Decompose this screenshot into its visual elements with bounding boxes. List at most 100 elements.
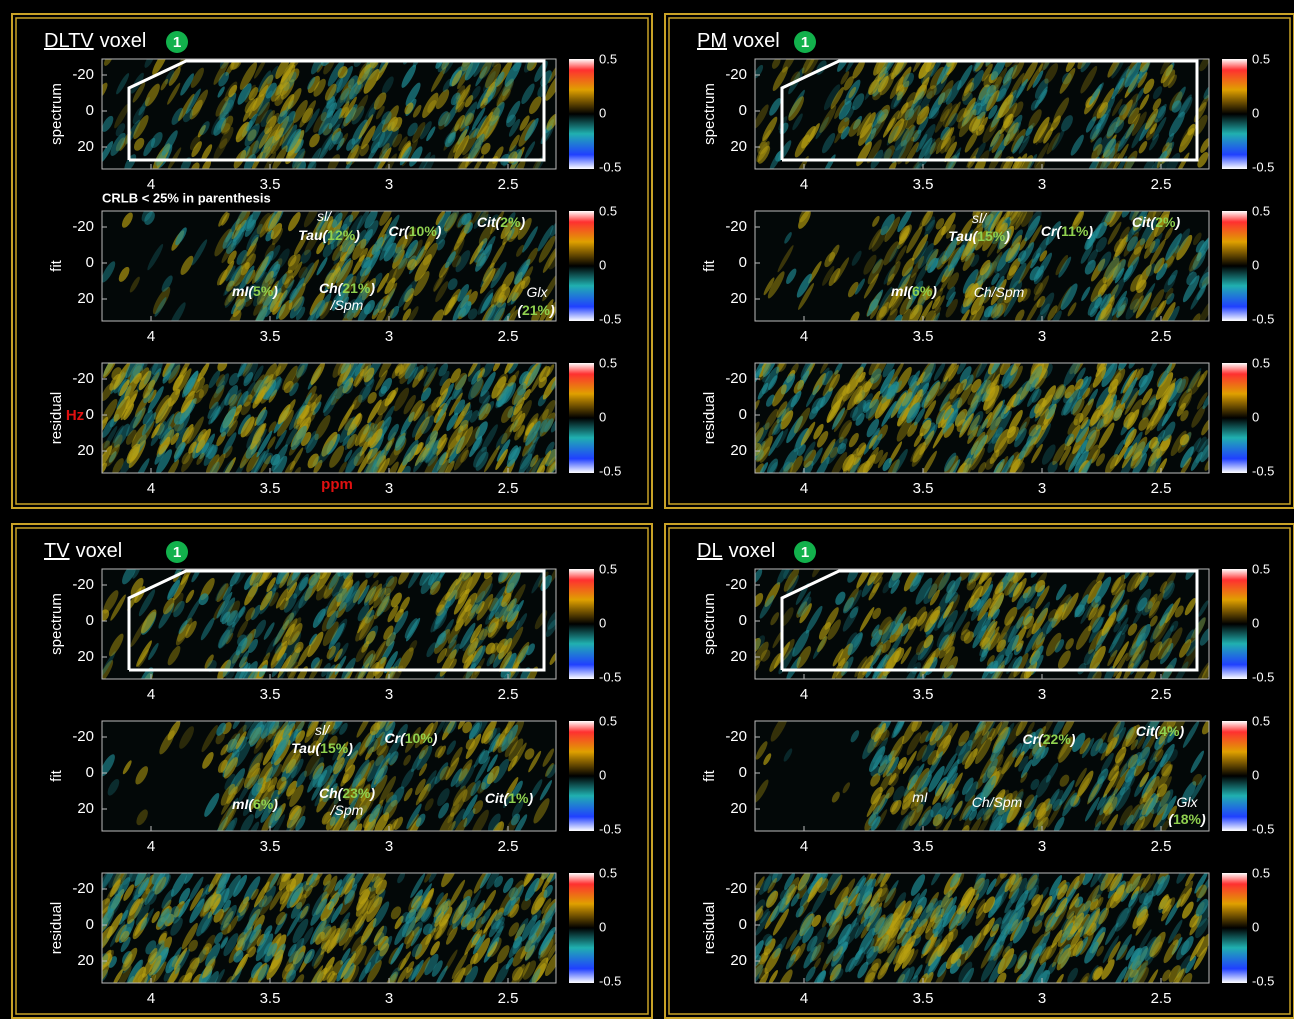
streak <box>866 418 880 438</box>
streak <box>430 580 441 595</box>
streak <box>131 423 147 448</box>
streak <box>523 388 531 401</box>
streak <box>413 448 428 473</box>
streak <box>388 971 398 983</box>
annotation-part: ) <box>271 796 278 812</box>
streak <box>1200 443 1209 463</box>
streak <box>307 160 317 169</box>
streak <box>141 412 157 436</box>
streak <box>381 288 396 312</box>
streak <box>1031 631 1044 651</box>
streak <box>1114 670 1122 679</box>
streak <box>385 791 394 803</box>
streak <box>1026 424 1042 448</box>
colorbar-label: 0 <box>1252 105 1259 120</box>
streak <box>274 127 284 141</box>
streak <box>235 731 247 750</box>
streak <box>102 651 116 678</box>
streak <box>270 263 281 278</box>
streak <box>119 379 130 397</box>
streak <box>935 250 948 268</box>
streak <box>361 654 376 679</box>
streak <box>268 421 277 433</box>
streak <box>1129 289 1144 310</box>
streak <box>1179 639 1192 658</box>
y-tick-label: 20 <box>730 290 747 307</box>
streak <box>395 429 407 447</box>
annotation-part: ) <box>548 302 555 318</box>
streak <box>265 636 278 657</box>
streak <box>970 395 980 409</box>
streak <box>760 649 771 662</box>
streak <box>1155 372 1174 400</box>
streak <box>1110 576 1122 593</box>
streak <box>436 433 447 449</box>
streak <box>250 234 259 247</box>
streak <box>900 809 915 831</box>
streak <box>242 97 258 122</box>
streak <box>393 387 410 412</box>
streak <box>359 734 373 757</box>
streak <box>1198 600 1209 617</box>
streak <box>888 441 903 464</box>
streak <box>496 945 510 964</box>
streak <box>1113 238 1124 253</box>
streak <box>924 138 936 157</box>
streak <box>815 116 830 140</box>
streak <box>1009 211 1024 230</box>
streak <box>332 290 346 311</box>
panel-border <box>664 523 1294 1019</box>
streak <box>983 808 992 821</box>
streak <box>444 460 455 473</box>
streak <box>1008 582 1020 598</box>
streak <box>406 961 415 973</box>
streak <box>1007 616 1024 643</box>
streak <box>455 84 471 110</box>
streak <box>528 750 542 773</box>
x-unit: ppm <box>321 476 353 493</box>
streak <box>162 363 178 382</box>
streak <box>292 945 306 965</box>
streak <box>943 363 960 383</box>
streak <box>885 308 898 321</box>
streak <box>257 777 274 803</box>
fit-region <box>127 59 546 162</box>
streak <box>975 898 986 915</box>
streak <box>217 629 230 649</box>
streak <box>896 80 910 101</box>
streak <box>249 374 265 400</box>
streak <box>376 308 387 321</box>
streak <box>480 97 489 109</box>
streak <box>910 255 925 278</box>
streak <box>435 892 444 905</box>
streak <box>333 757 345 775</box>
streak <box>248 752 262 773</box>
streak <box>442 59 457 75</box>
streak <box>212 888 230 916</box>
streak <box>383 282 398 307</box>
streak <box>133 137 145 151</box>
streak <box>459 622 476 650</box>
streak <box>1075 419 1091 443</box>
streak <box>1003 790 1018 813</box>
streak <box>208 384 225 410</box>
streak <box>446 820 456 831</box>
streak <box>1023 615 1035 630</box>
streak <box>364 450 382 473</box>
streak <box>496 638 508 654</box>
streak <box>420 387 432 402</box>
streak <box>125 429 137 445</box>
streak <box>202 943 212 955</box>
colorbar-label: 0 <box>599 767 606 782</box>
streak <box>510 880 524 901</box>
streak <box>831 791 840 803</box>
streak <box>1058 736 1075 763</box>
streak <box>811 447 823 466</box>
streak <box>338 101 350 119</box>
streak <box>1119 805 1133 826</box>
streak <box>366 896 383 923</box>
streak <box>1122 93 1139 120</box>
streak <box>501 592 512 607</box>
streak <box>275 588 289 609</box>
streak <box>970 379 988 407</box>
